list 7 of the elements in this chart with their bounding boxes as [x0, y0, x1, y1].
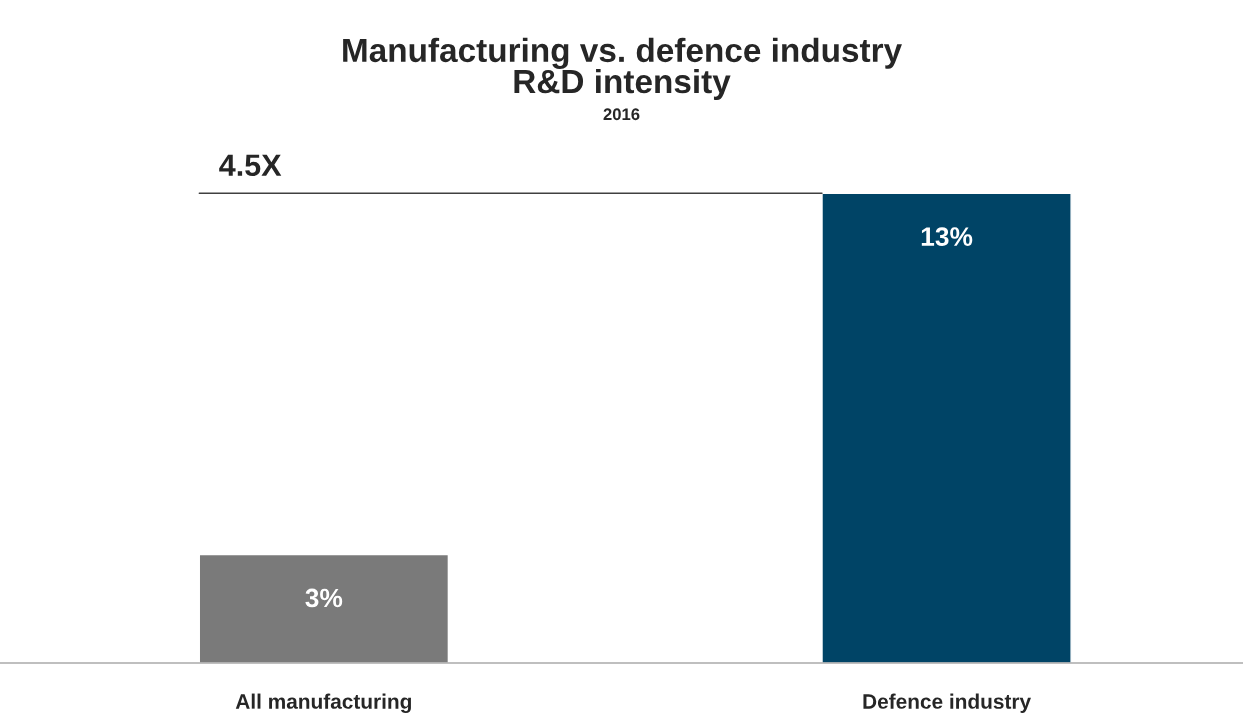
ref-line-label: 4.5X	[219, 154, 282, 177]
x-tick-label: All manufacturing	[235, 693, 411, 714]
data-label: 3%	[305, 588, 343, 608]
chart-title: Manufacturing vs. defence industry R&D intensity	[343, 37, 902, 100]
chart-subtitle: 2016	[603, 108, 640, 121]
x-tick-label: Defence industry	[863, 693, 1031, 713]
data-label: 13%	[921, 227, 973, 246]
